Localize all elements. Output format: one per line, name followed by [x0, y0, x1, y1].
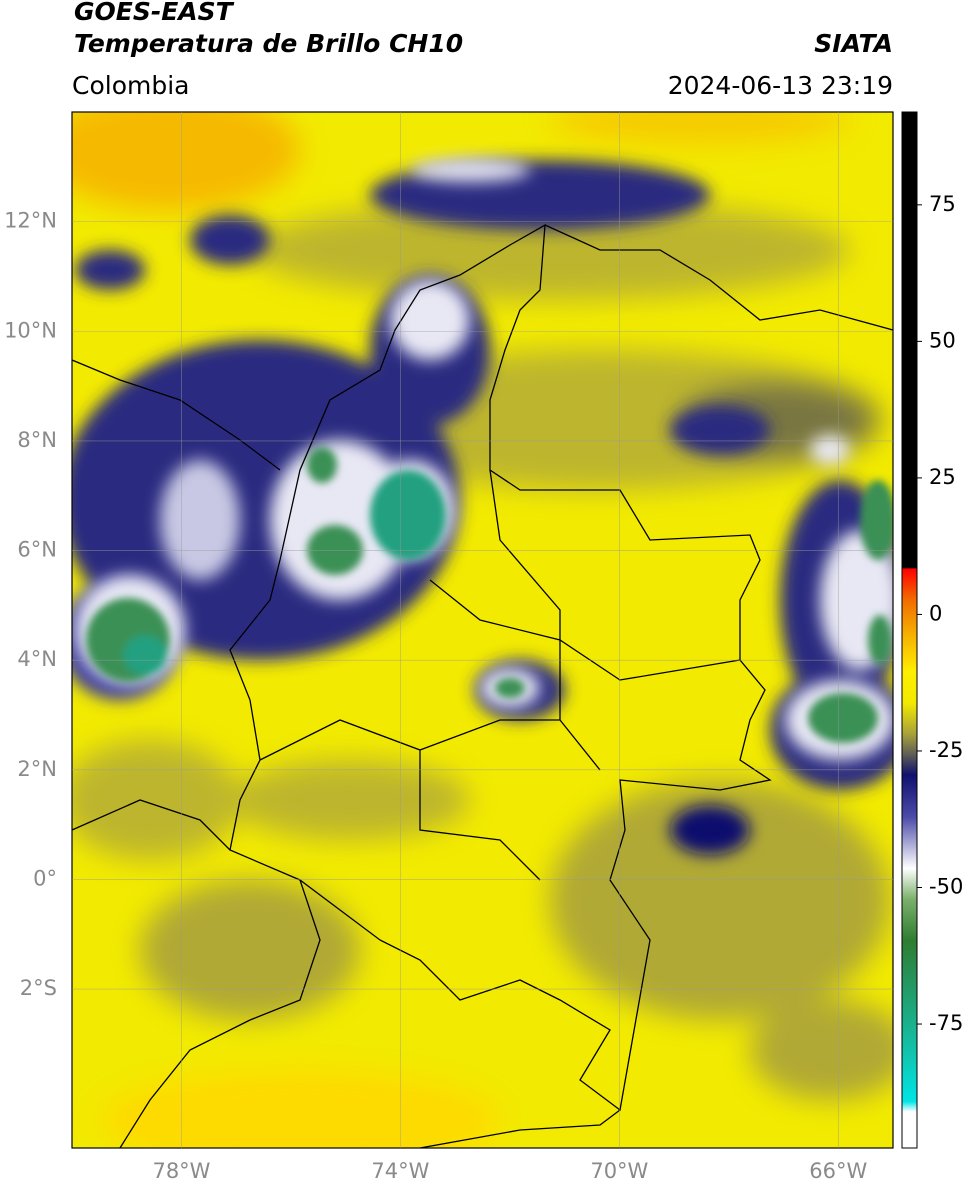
map-frame	[71, 111, 894, 1149]
y-tick-label: 10°N	[4, 318, 57, 342]
x-tick-label: 78°W	[152, 1159, 210, 1183]
y-tick-label: 4°N	[17, 647, 57, 671]
y-tick-label: 2°N	[17, 757, 57, 781]
x-tick-label: 66°W	[809, 1159, 867, 1183]
colorbar-tick-label: -25	[929, 738, 963, 762]
colorbar-tick-label: 25	[929, 465, 956, 489]
colorbar-tick-label: -75	[929, 1011, 963, 1035]
source: SIATA	[814, 29, 893, 58]
timestamp: 2024-06-13 23:19	[668, 71, 893, 100]
title-line1: GOES-EAST	[74, 0, 235, 26]
title-line2: Temperatura de Brillo CH10	[74, 29, 463, 58]
y-tick-label: 12°N	[4, 209, 57, 233]
colorbar-tick-label: 75	[929, 192, 956, 216]
satellite-image	[72, 112, 893, 1148]
x-tick-label: 74°W	[371, 1159, 429, 1183]
colorbar-tick-label: 50	[929, 328, 956, 352]
y-tick-label: 2°S	[20, 976, 57, 1000]
y-tick-label: 0°	[33, 866, 57, 890]
x-tick-label: 70°W	[590, 1159, 648, 1183]
colorbar-tick-label: 0	[929, 601, 942, 625]
y-tick-label: 8°N	[17, 428, 57, 452]
region: Colombia	[72, 71, 189, 100]
colorbar-tick-label: -50	[929, 874, 963, 898]
colorbar	[901, 111, 918, 1149]
y-tick-label: 6°N	[17, 538, 57, 562]
